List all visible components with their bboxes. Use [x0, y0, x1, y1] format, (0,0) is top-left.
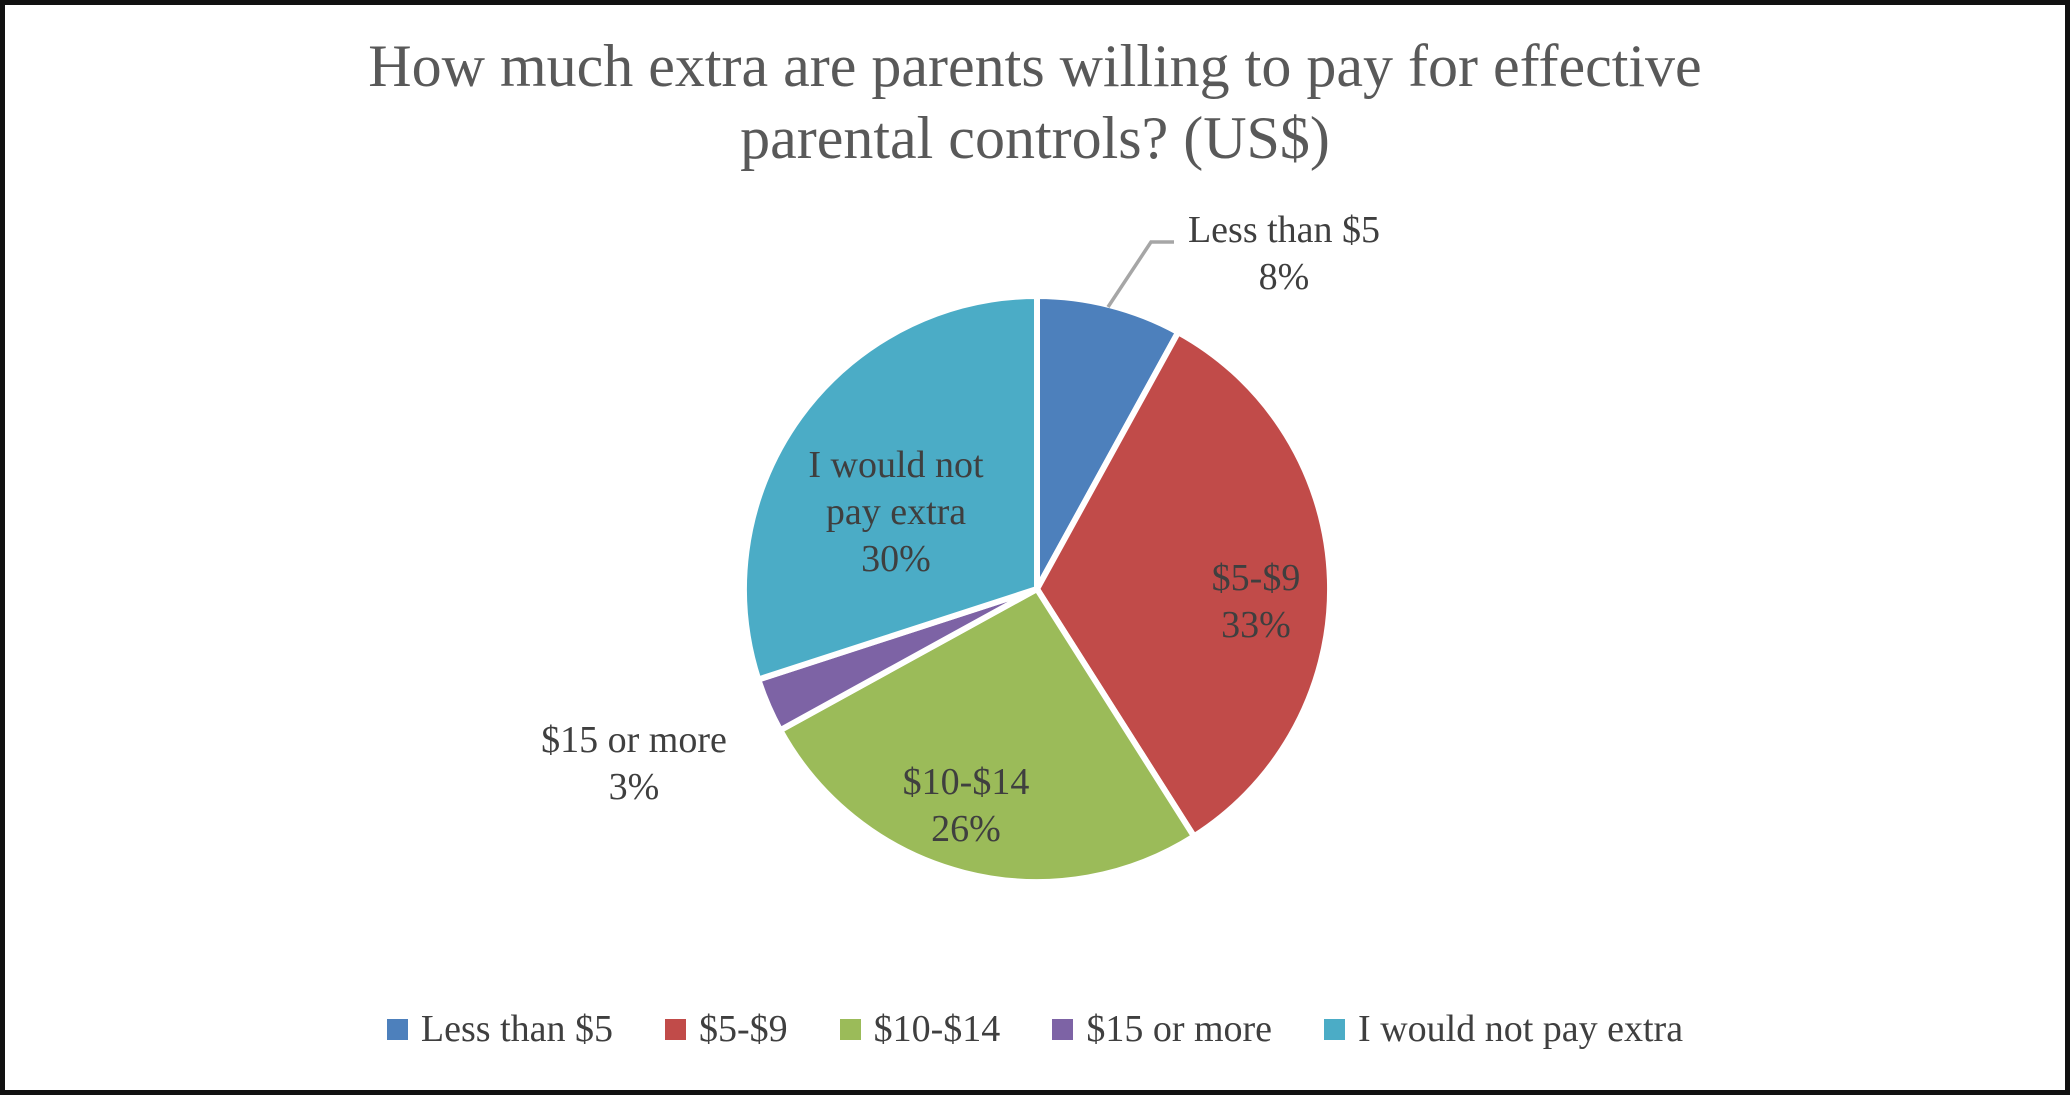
legend-item-5-9: $5-$9 — [665, 1007, 788, 1051]
legend-label: $15 or more — [1086, 1008, 1273, 1050]
legend-item-10-14: $10-$14 — [839, 1007, 1001, 1051]
legend-label: $5-$9 — [699, 1008, 788, 1050]
legend-marker-15-or-more — [1052, 1018, 1074, 1040]
chart-title-line2: parental controls? (US$) — [740, 105, 1330, 171]
leader-line-less-than-5 — [1106, 240, 1174, 308]
legend-marker-5-9 — [665, 1018, 686, 1040]
legend-label: $10-$14 — [873, 1008, 1001, 1050]
legend-marker-10-14 — [839, 1018, 861, 1040]
legend-label: I would not pay extra — [1358, 1008, 1684, 1050]
legend-marker-i-would-not-pay-extra — [1324, 1018, 1346, 1040]
pie-slice-5-9 — [1033, 328, 1334, 841]
pie-slice-10-14 — [776, 585, 1199, 886]
legend-marker-less-than-5 — [386, 1018, 408, 1040]
chart-title-line1: How much extra are parents willing to pa… — [368, 33, 1702, 99]
chart-legend: Less than $5 $5-$9 $10-$14 $15 or more I wou… — [0, 1003, 2070, 1055]
legend-label: Less than $5 — [420, 1008, 613, 1050]
chart-title: How much extra are parents willing to pa… — [0, 30, 2070, 174]
legend-item-less-than-5: Less than $5 — [386, 1007, 613, 1051]
legend-item-i-would-not-pay-extra: I would not pay extra — [1324, 1007, 1683, 1051]
legend-item-15-or-more: $15 or more — [1052, 1007, 1272, 1051]
pie-slice-i-would-not-pay-extra — [741, 292, 1040, 684]
